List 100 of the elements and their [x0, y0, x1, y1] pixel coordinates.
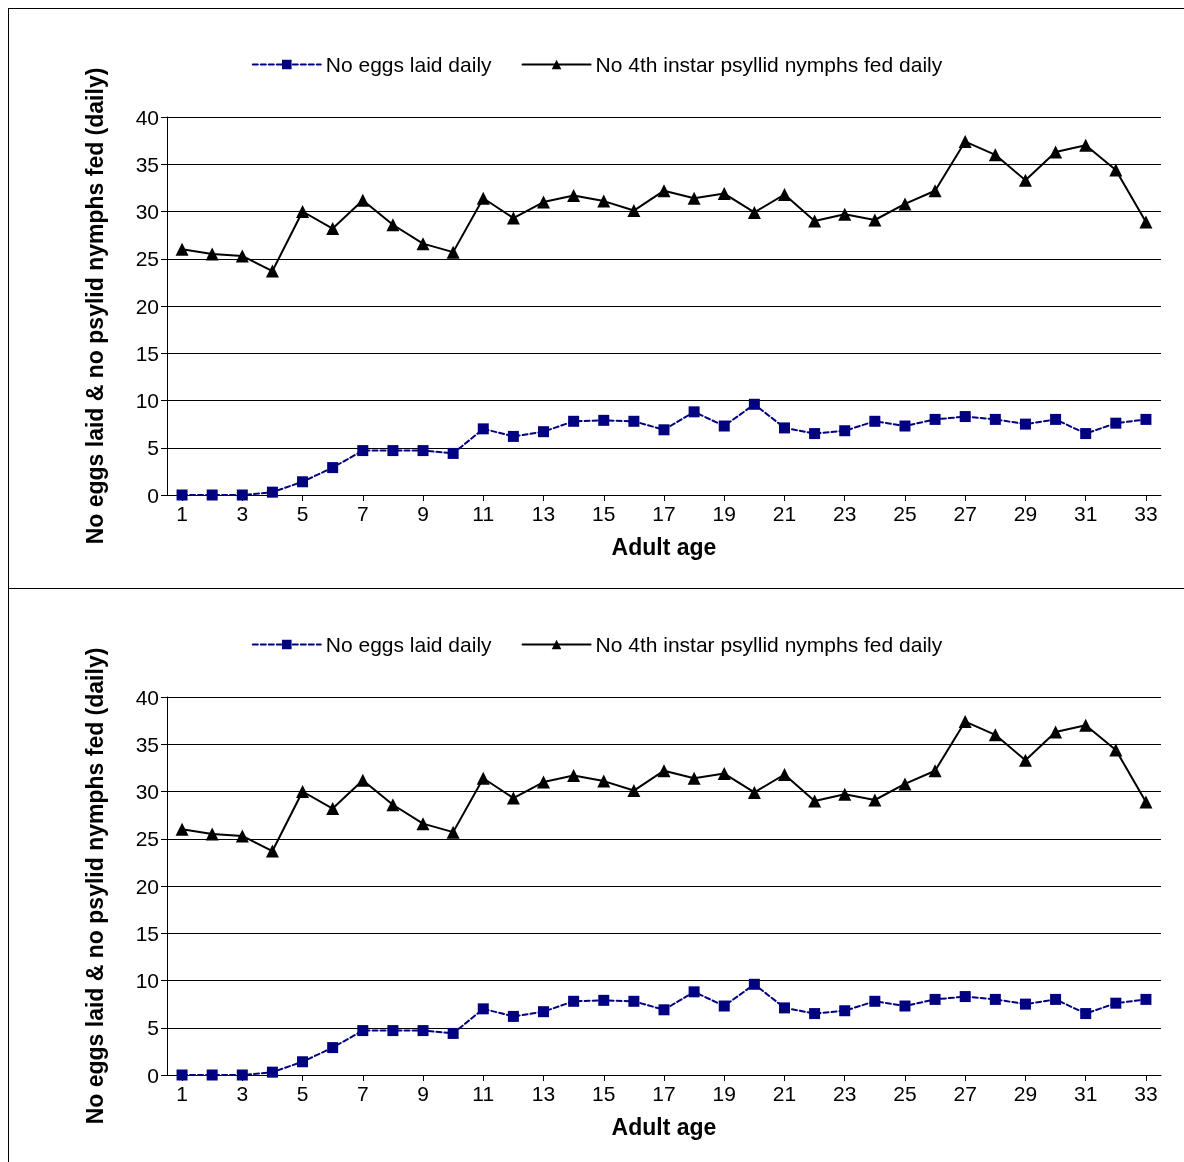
- x-tick-label: 9: [417, 502, 429, 525]
- y-tick-label: 25: [135, 827, 159, 851]
- point: [1049, 145, 1063, 159]
- point: [236, 1069, 248, 1081]
- point: [1019, 998, 1031, 1010]
- y-tick-label: 10: [135, 969, 159, 992]
- point: [537, 775, 551, 789]
- x-tick-label: 27: [953, 1082, 977, 1105]
- y-tick-label: 20: [135, 874, 159, 898]
- x-tick-label: 11: [472, 1082, 495, 1105]
- point: [688, 986, 700, 998]
- point: [657, 764, 671, 778]
- y-tick-label: 0: [147, 1063, 159, 1087]
- y-tick-label: 15: [135, 341, 159, 365]
- point: [357, 1025, 369, 1037]
- point: [206, 1069, 218, 1081]
- point: [1139, 215, 1153, 229]
- point: [628, 415, 640, 427]
- point: [1050, 993, 1062, 1005]
- point: [266, 486, 278, 498]
- point: [538, 426, 550, 438]
- point: [327, 1042, 339, 1054]
- point: [387, 445, 399, 457]
- point: [1140, 993, 1152, 1005]
- point: [506, 791, 520, 805]
- point: [175, 822, 189, 836]
- point: [597, 194, 611, 208]
- point: [266, 1066, 278, 1078]
- point: [717, 767, 731, 781]
- point: [297, 476, 309, 488]
- y-tick-label: 40: [135, 105, 159, 129]
- x-tick-label: 9: [417, 1082, 429, 1105]
- point: [748, 978, 760, 990]
- point: [988, 728, 1002, 742]
- point: [176, 489, 188, 501]
- point: [959, 411, 971, 423]
- point: [989, 993, 1001, 1005]
- point: [808, 794, 822, 808]
- point: [687, 191, 701, 205]
- x-tick-label: 27: [953, 502, 977, 525]
- point: [205, 827, 219, 841]
- point: [386, 218, 400, 232]
- point: [1109, 163, 1123, 177]
- point: [959, 991, 971, 1003]
- point: [627, 204, 641, 218]
- point: [958, 715, 972, 729]
- point: [297, 1056, 309, 1068]
- y-tick-label: 25: [135, 247, 159, 271]
- point: [808, 214, 822, 228]
- point: [778, 422, 790, 434]
- point: [506, 211, 520, 225]
- point: [778, 1002, 790, 1014]
- x-tick-label: 5: [296, 502, 309, 525]
- point: [1080, 1008, 1092, 1020]
- point: [1049, 725, 1063, 739]
- x-tick-label: 33: [1134, 1082, 1158, 1105]
- x-tick-label: 25: [893, 502, 917, 525]
- point: [839, 425, 851, 437]
- x-tick-label: 1: [176, 1082, 188, 1105]
- point: [507, 1010, 519, 1022]
- point: [628, 995, 640, 1007]
- point: [327, 462, 339, 474]
- x-tick-label: 17: [652, 502, 676, 525]
- point: [568, 415, 580, 427]
- point: [296, 785, 310, 798]
- legend-label: No 4th instar psyllid nymphs fed daily: [595, 633, 943, 656]
- point: [838, 787, 852, 801]
- y-tick-label: 35: [135, 732, 159, 756]
- point: [417, 445, 429, 457]
- x-tick-label: 29: [1013, 1082, 1038, 1105]
- point: [928, 764, 942, 778]
- point: [809, 428, 821, 440]
- point: [356, 773, 370, 787]
- y-tick-label: 0: [147, 483, 159, 507]
- point: [748, 398, 760, 410]
- point: [538, 1006, 550, 1018]
- point: [416, 817, 430, 831]
- y-axis-title: No eggs laid & no psylid nymphs fed (daily): [82, 67, 108, 545]
- point: [598, 994, 610, 1006]
- x-tick-label: 11: [472, 502, 495, 525]
- x-tick-label: 31: [1074, 502, 1098, 525]
- point: [1018, 173, 1032, 187]
- x-tick-label: 21: [772, 502, 797, 525]
- point: [296, 205, 310, 218]
- y-tick-label: 5: [147, 1016, 159, 1040]
- point: [265, 264, 279, 278]
- point: [899, 420, 911, 432]
- point: [175, 242, 189, 256]
- point: [929, 993, 941, 1005]
- point: [386, 798, 400, 812]
- point: [777, 187, 791, 201]
- point: [898, 777, 912, 791]
- y-tick-label: 30: [135, 200, 159, 223]
- x-tick-label: 33: [1134, 502, 1158, 525]
- point: [989, 413, 1001, 425]
- point: [446, 825, 460, 839]
- x-tick-label: 17: [652, 1082, 676, 1105]
- point: [357, 445, 369, 457]
- x-tick-label: 3: [236, 1082, 249, 1105]
- point: [476, 771, 490, 785]
